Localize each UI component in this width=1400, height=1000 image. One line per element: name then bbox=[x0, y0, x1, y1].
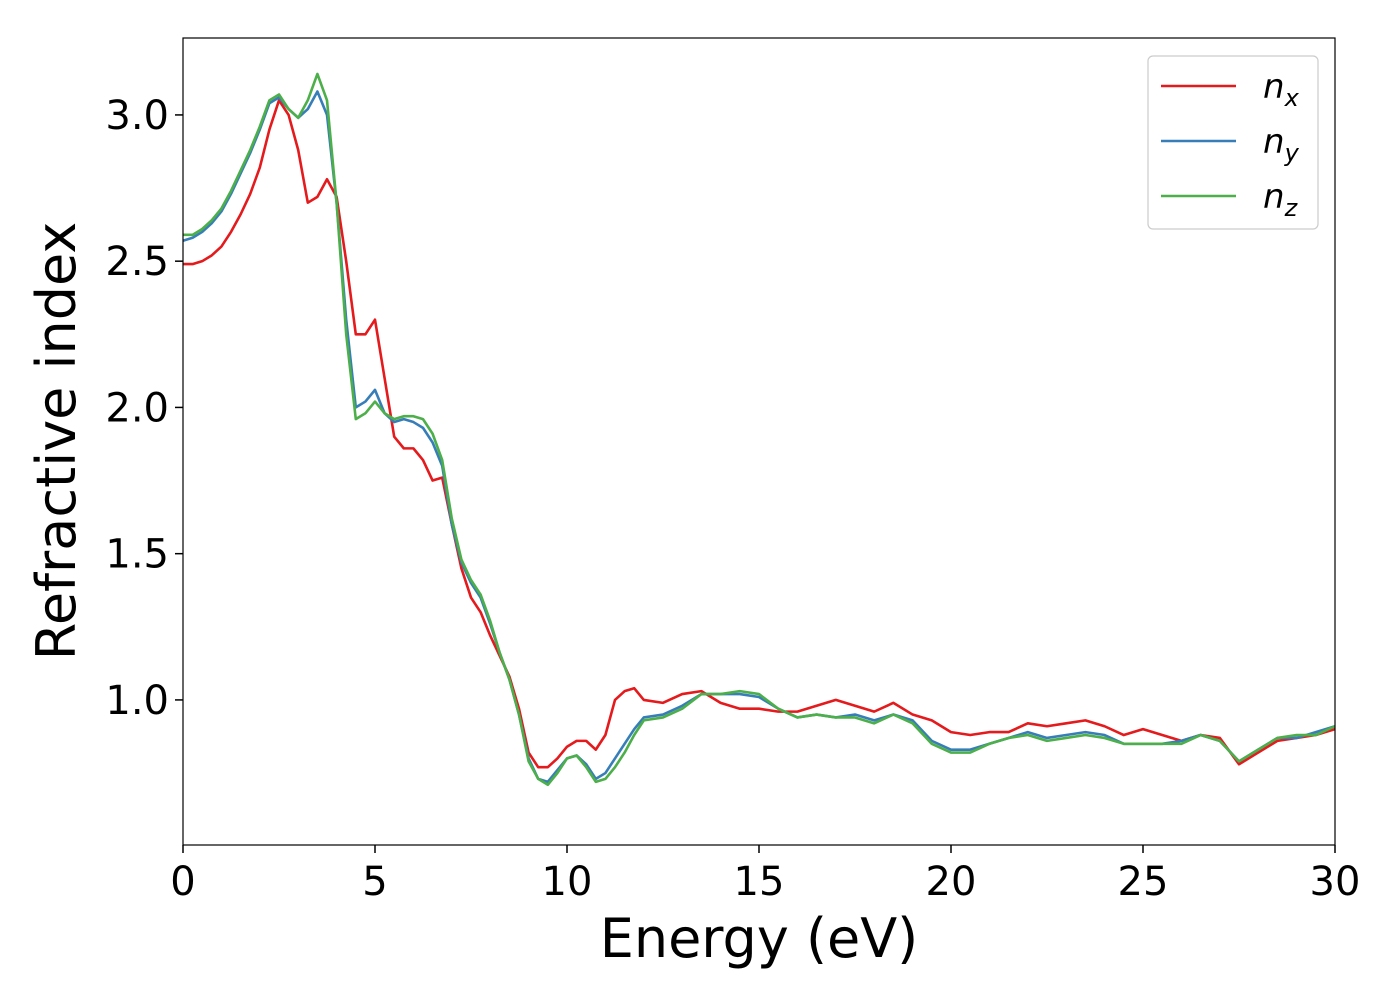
legend-label: ny bbox=[1263, 122, 1300, 167]
x-tick-label: 10 bbox=[542, 859, 593, 905]
y-tick-label: 2.5 bbox=[105, 239, 169, 285]
series-line bbox=[183, 99, 1335, 769]
series-line bbox=[183, 90, 1335, 784]
y-tick-label: 2.0 bbox=[105, 385, 169, 431]
x-tick-label: 25 bbox=[1118, 859, 1169, 905]
y-tick-label: 1.0 bbox=[105, 678, 169, 724]
y-tick-label: 3.0 bbox=[105, 93, 169, 139]
x-axis-label: Energy (eV) bbox=[600, 907, 919, 970]
x-tick-label: 30 bbox=[1310, 859, 1361, 905]
x-tick-label: 20 bbox=[926, 859, 977, 905]
x-tick-label: 15 bbox=[734, 859, 785, 905]
legend-box bbox=[1147, 55, 1319, 230]
x-tick-label: 5 bbox=[362, 859, 387, 905]
series-line bbox=[183, 72, 1335, 787]
y-tick-label: 1.5 bbox=[105, 532, 169, 578]
plot-frame bbox=[182, 37, 1336, 846]
y-axis-label: Refractive index bbox=[25, 222, 88, 661]
x-tick-label: 0 bbox=[170, 859, 195, 905]
legend-label: nz bbox=[1263, 177, 1299, 222]
legend-label: nx bbox=[1263, 67, 1300, 112]
